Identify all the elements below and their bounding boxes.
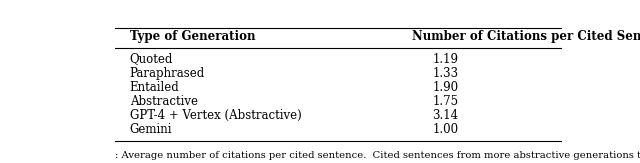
Text: Gemini: Gemini bbox=[129, 123, 172, 136]
Text: 1.33: 1.33 bbox=[432, 67, 458, 80]
Text: 3.14: 3.14 bbox=[432, 109, 458, 122]
Text: 1.00: 1.00 bbox=[432, 123, 458, 136]
Text: GPT-4 + Vertex (Abstractive): GPT-4 + Vertex (Abstractive) bbox=[129, 109, 301, 122]
Text: : Average number of citations per cited sentence.  Cited sentences from more abs: : Average number of citations per cited … bbox=[115, 151, 640, 160]
Text: Abstractive: Abstractive bbox=[129, 95, 198, 108]
Text: 1.75: 1.75 bbox=[432, 95, 458, 108]
Text: Paraphrased: Paraphrased bbox=[129, 67, 205, 80]
Text: Entailed: Entailed bbox=[129, 81, 179, 94]
Text: Quoted: Quoted bbox=[129, 53, 173, 66]
Text: 1.90: 1.90 bbox=[432, 81, 458, 94]
Text: 1.19: 1.19 bbox=[432, 53, 458, 66]
Text: Number of Citations per Cited Sentence: Number of Citations per Cited Sentence bbox=[412, 30, 640, 43]
Text: Type of Generation: Type of Generation bbox=[129, 30, 255, 43]
